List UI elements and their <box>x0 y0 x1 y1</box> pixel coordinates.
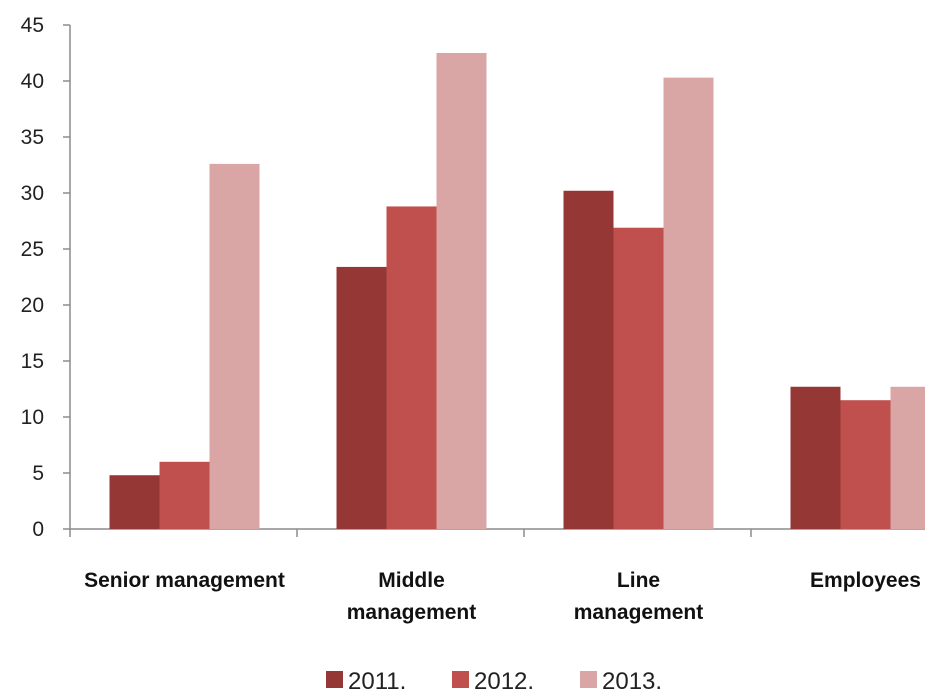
y-tick-label: 35 <box>21 126 44 149</box>
y-axis: 0 5 10 15 20 25 30 35 40 45 <box>21 14 71 541</box>
legend-swatch-2013 <box>580 671 597 688</box>
bar-2011-3 <box>790 386 841 529</box>
category-label: Line management <box>574 569 704 624</box>
y-tick-label: 15 <box>21 350 44 373</box>
bar-2012-2 <box>613 227 664 529</box>
y-tick-label: 30 <box>21 182 44 205</box>
y-tick-label: 45 <box>21 14 44 37</box>
bar-2013-3 <box>890 386 925 529</box>
bar-2011-0 <box>109 475 160 529</box>
y-tick-label: 40 <box>21 70 44 93</box>
category-label: Employees <box>810 569 921 592</box>
y-tick-label: 20 <box>21 294 44 317</box>
bar-2013-0 <box>209 163 260 529</box>
legend: 2011. 2012. 2013. <box>326 668 662 691</box>
bar-2011-1 <box>336 266 387 529</box>
y-tick-label: 0 <box>32 518 44 541</box>
y-tick-label: 5 <box>32 462 44 485</box>
legend-swatch-2012 <box>452 671 469 688</box>
bar-2011-2 <box>563 190 614 529</box>
bar-2012-0 <box>159 461 210 529</box>
bar-2012-1 <box>386 206 437 529</box>
legend-label: 2011. <box>348 668 406 691</box>
legend-swatch-2011 <box>326 671 343 688</box>
legend-label: 2012. <box>474 668 534 691</box>
bar-2013-2 <box>663 77 714 529</box>
legend-label: 2013. <box>602 668 662 691</box>
category-label: Senior management <box>84 569 285 592</box>
y-tick-label: 10 <box>21 406 44 429</box>
bar-2012-3 <box>840 400 891 529</box>
category-label: Middle management <box>347 569 477 624</box>
category-labels: Senior management Middle management Line man… <box>84 569 921 624</box>
bar-2013-1 <box>436 53 487 529</box>
x-axis <box>69 528 925 537</box>
y-tick-label: 25 <box>21 238 44 261</box>
bar-series <box>109 53 925 529</box>
